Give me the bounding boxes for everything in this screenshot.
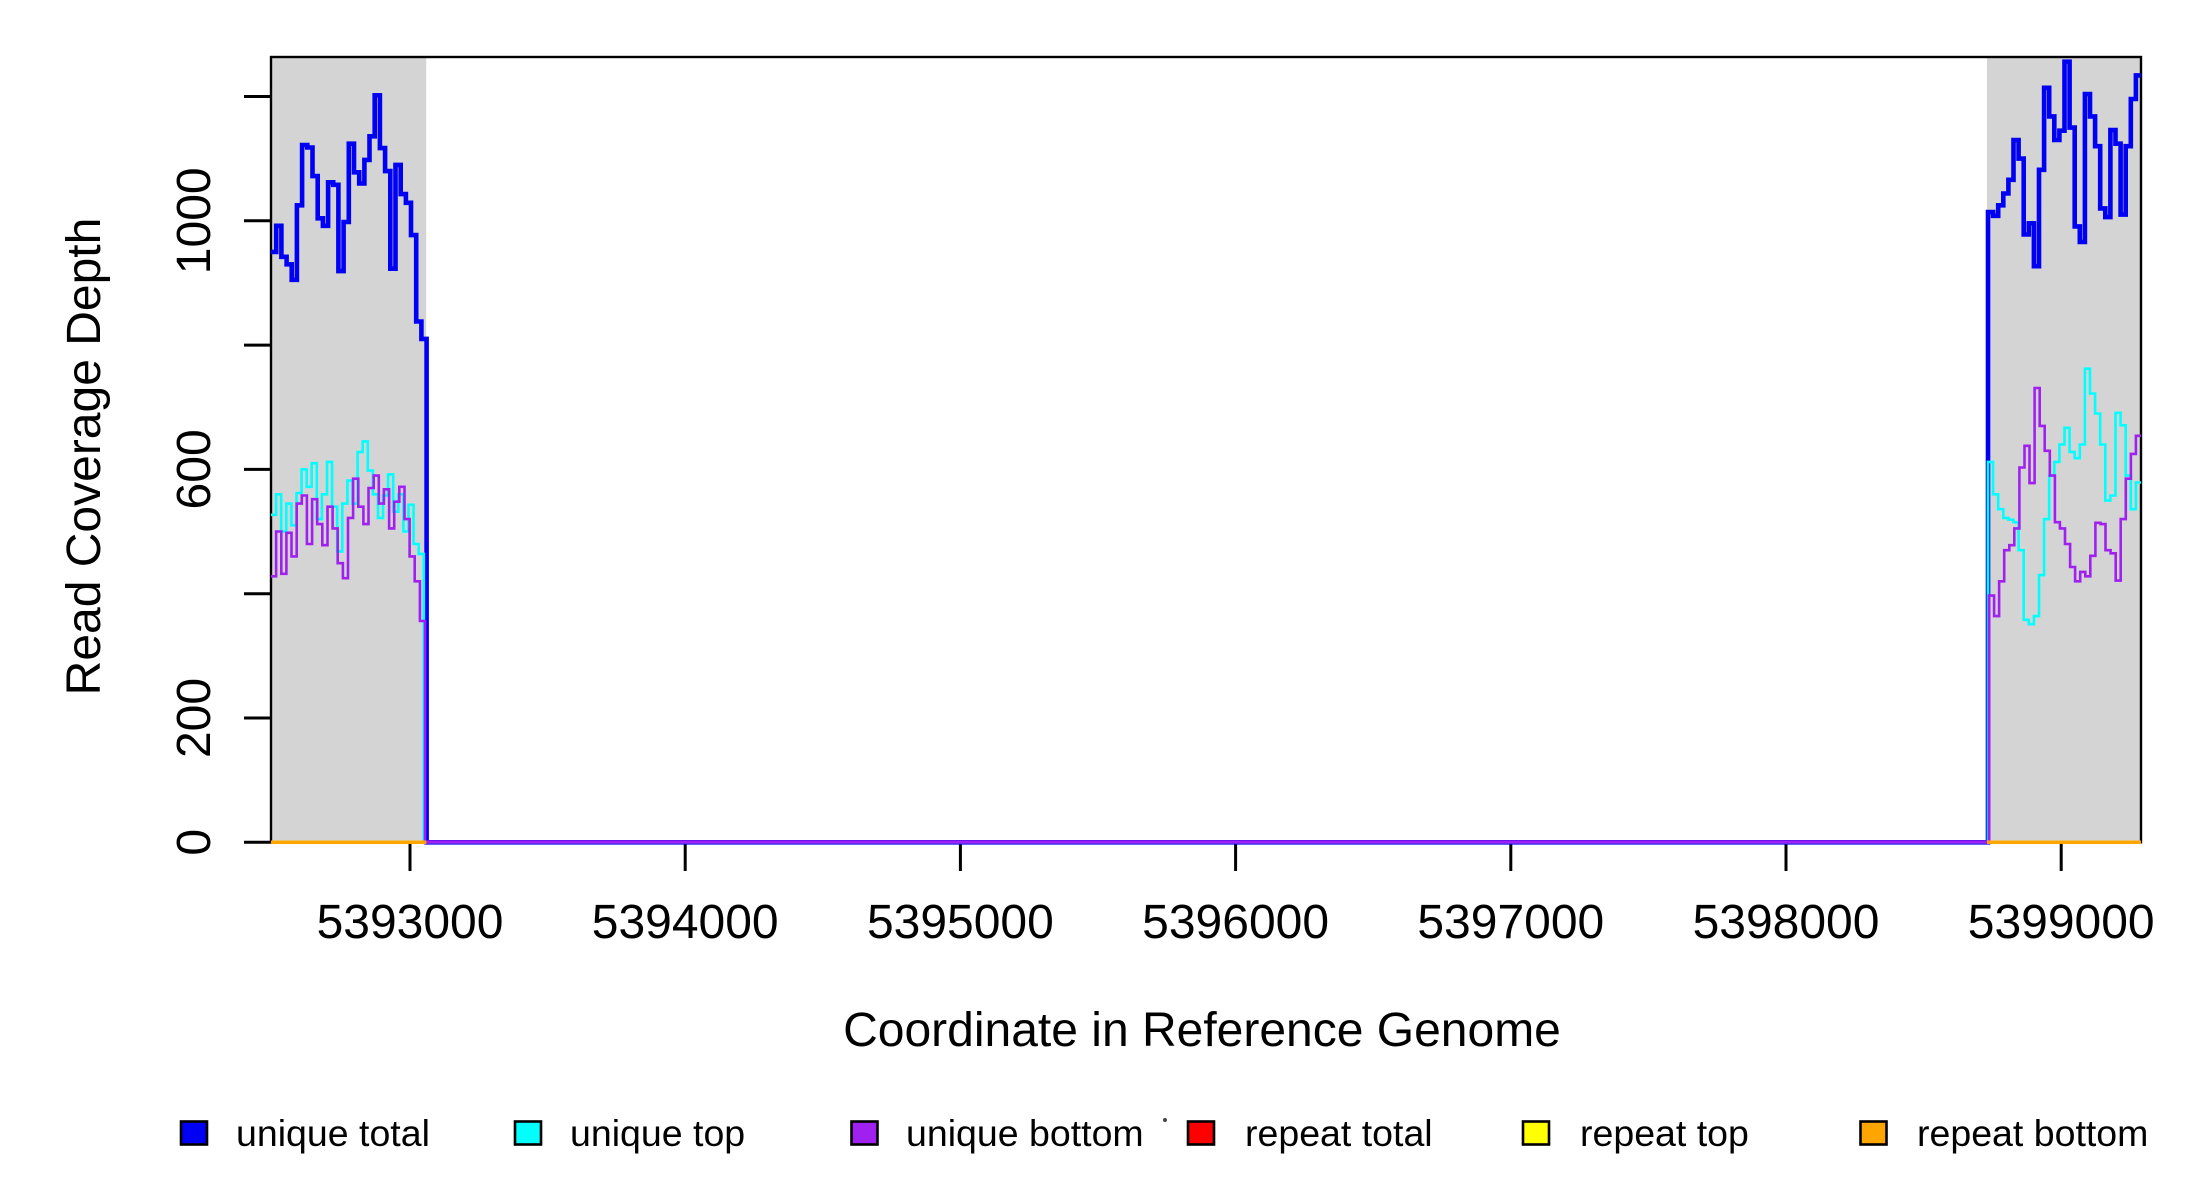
- svg-text:5396000: 5396000: [1142, 896, 1329, 949]
- svg-text:unique bottom: unique bottom: [906, 1112, 1144, 1154]
- svg-text:unique top: unique top: [570, 1112, 745, 1154]
- svg-text:unique total: unique total: [236, 1112, 430, 1154]
- svg-text:5398000: 5398000: [1693, 896, 1880, 949]
- svg-text:5397000: 5397000: [1417, 896, 1604, 949]
- svg-text:repeat total: repeat total: [1245, 1112, 1433, 1154]
- svg-text:200: 200: [168, 678, 221, 758]
- svg-text:5399000: 5399000: [1968, 896, 2155, 949]
- svg-text:5394000: 5394000: [592, 896, 779, 949]
- svg-text:Read Coverage Depth: Read Coverage Depth: [58, 218, 111, 696]
- svg-text:600: 600: [168, 429, 221, 509]
- svg-text:1000: 1000: [168, 167, 221, 274]
- svg-text:5395000: 5395000: [867, 896, 1054, 949]
- svg-text:Coordinate in Reference Genome: Coordinate in Reference Genome: [843, 1004, 1561, 1057]
- svg-text:5393000: 5393000: [317, 896, 504, 949]
- svg-text:repeat bottom: repeat bottom: [1917, 1112, 2148, 1154]
- svg-text:repeat top: repeat top: [1580, 1112, 1749, 1154]
- svg-text:0: 0: [168, 829, 221, 856]
